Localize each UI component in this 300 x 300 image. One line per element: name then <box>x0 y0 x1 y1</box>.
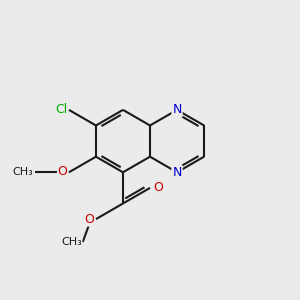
Text: CH₃: CH₃ <box>61 237 82 247</box>
Text: O: O <box>85 213 94 226</box>
Text: O: O <box>58 165 68 178</box>
Text: N: N <box>172 166 182 179</box>
Text: Cl: Cl <box>55 103 68 116</box>
Text: O: O <box>154 182 164 194</box>
Text: CH₃: CH₃ <box>13 167 34 177</box>
Text: N: N <box>172 103 182 116</box>
